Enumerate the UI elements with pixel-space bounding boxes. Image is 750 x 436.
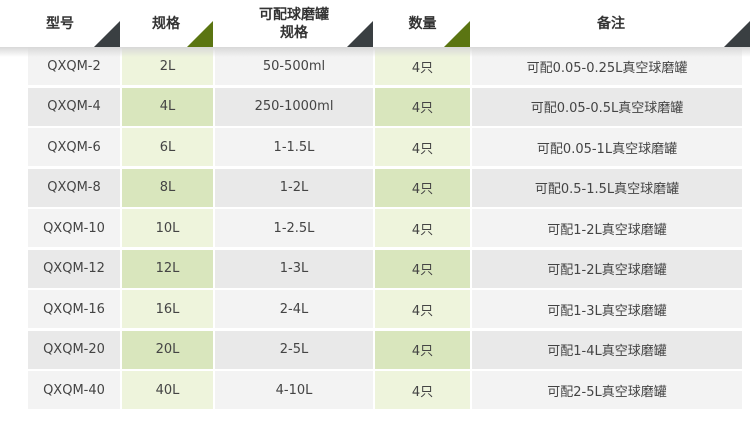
corner-triangle-icon xyxy=(724,21,750,47)
table-row: QXQM-16 16L 2-4L 4只 可配1-3L真空球磨罐 xyxy=(0,290,750,328)
cell-spec: 4L xyxy=(122,87,213,126)
cell-spec: 16L xyxy=(122,290,213,328)
cell-model: QXQM-20 xyxy=(28,330,120,369)
cell-spec: 20L xyxy=(122,330,213,369)
cell-jar: 250-1000ml xyxy=(215,87,373,126)
header-shadow xyxy=(0,47,750,57)
header-model: 型号 xyxy=(0,0,120,47)
header-qty-label: 数量 xyxy=(408,15,437,32)
table-body: QXQM-2 2L 50-500ml 4只 可配0.05-0.25L真空球磨罐 QXQM-… xyxy=(0,47,750,412)
header-jar-label-1: 可配球磨罐 xyxy=(259,6,329,23)
cell-qty: 4只 xyxy=(375,209,470,247)
cell-spec: 40L xyxy=(122,371,213,409)
cell-jar: 2-5L xyxy=(215,330,373,369)
cell-model: QXQM-40 xyxy=(28,371,120,409)
cell-jar: 2-4L xyxy=(215,290,373,328)
cell-note: 可配1-2L真空球磨罐 xyxy=(472,209,742,247)
cell-qty: 4只 xyxy=(375,371,470,409)
cell-model: QXQM-10 xyxy=(28,209,120,247)
cell-jar: 50-500ml xyxy=(215,47,373,85)
cell-qty: 4只 xyxy=(375,87,470,126)
cell-jar: 1-2L xyxy=(215,168,373,207)
table-row: QXQM-8 8L 1-2L 4只 可配0.5-1.5L真空球磨罐 xyxy=(0,168,750,207)
cell-jar: 1-1.5L xyxy=(215,128,373,166)
cell-model: QXQM-12 xyxy=(28,249,120,288)
cell-note: 可配0.05-0.5L真空球磨罐 xyxy=(472,87,742,126)
table-row: QXQM-4 4L 250-1000ml 4只 可配0.05-0.5L真空球磨罐 xyxy=(0,87,750,126)
corner-triangle-icon xyxy=(347,21,373,47)
cell-spec: 12L xyxy=(122,249,213,288)
cell-jar: 1-3L xyxy=(215,249,373,288)
cell-note: 可配2-5L真空球磨罐 xyxy=(472,371,742,409)
cell-note: 可配1-3L真空球磨罐 xyxy=(472,290,742,328)
corner-triangle-icon xyxy=(444,21,470,47)
corner-triangle-icon xyxy=(94,21,120,47)
header-note-label: 备注 xyxy=(597,15,625,32)
cell-spec: 8L xyxy=(122,168,213,207)
header-spec-label: 规格 xyxy=(152,15,180,32)
cell-jar: 1-2.5L xyxy=(215,209,373,247)
corner-triangle-icon xyxy=(187,21,213,47)
header-note: 备注 xyxy=(472,0,750,47)
cell-model: QXQM-4 xyxy=(28,87,120,126)
cell-note: 可配1-4L真空球磨罐 xyxy=(472,330,742,369)
table-row: QXQM-40 40L 4-10L 4只 可配2-5L真空球磨罐 xyxy=(0,371,750,409)
header-jar: 可配球磨罐 规格 xyxy=(215,0,373,47)
table-row: QXQM-20 20L 2-5L 4只 可配1-4L真空球磨罐 xyxy=(0,330,750,369)
cell-jar: 4-10L xyxy=(215,371,373,409)
header-qty: 数量 xyxy=(375,0,470,47)
cell-model: QXQM-6 xyxy=(28,128,120,166)
cell-note: 可配1-2L真空球磨罐 xyxy=(472,249,742,288)
cell-spec: 6L xyxy=(122,128,213,166)
cell-model: QXQM-8 xyxy=(28,168,120,207)
cell-qty: 4只 xyxy=(375,330,470,369)
cell-qty: 4只 xyxy=(375,168,470,207)
cell-spec: 10L xyxy=(122,209,213,247)
cell-qty: 4只 xyxy=(375,128,470,166)
cell-qty: 4只 xyxy=(375,249,470,288)
table-header: 型号 规格 可配球磨罐 规格 数量 备注 xyxy=(0,0,750,47)
table-row: QXQM-12 12L 1-3L 4只 可配1-2L真空球磨罐 xyxy=(0,249,750,288)
table-row: QXQM-2 2L 50-500ml 4只 可配0.05-0.25L真空球磨罐 xyxy=(0,47,750,85)
cell-note: 可配0.05-1L真空球磨罐 xyxy=(472,128,742,166)
table-row: QXQM-6 6L 1-1.5L 4只 可配0.05-1L真空球磨罐 xyxy=(0,128,750,166)
table-row: QXQM-10 10L 1-2.5L 4只 可配1-2L真空球磨罐 xyxy=(0,209,750,247)
header-spec: 规格 xyxy=(122,0,213,47)
cell-model: QXQM-16 xyxy=(28,290,120,328)
header-jar-label-2: 规格 xyxy=(280,24,308,41)
cell-qty: 4只 xyxy=(375,290,470,328)
header-model-label: 型号 xyxy=(46,15,74,32)
cell-note: 可配0.5-1.5L真空球磨罐 xyxy=(472,168,742,207)
